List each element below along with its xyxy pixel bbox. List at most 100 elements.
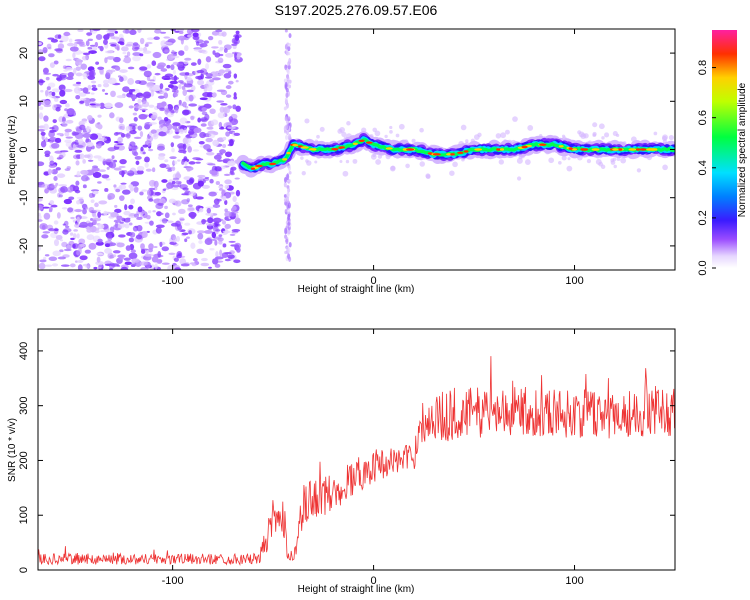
- spectrogram-noise-blob: [198, 141, 205, 145]
- spectrogram-noise-blob: [217, 237, 224, 242]
- spectrogram-noise-blob: [124, 55, 129, 58]
- spectrogram-noise-blob: [179, 128, 185, 135]
- spectrogram-noise-blob: [225, 94, 232, 98]
- spectrogram-noise-blob: [227, 254, 235, 259]
- spectrogram-noise-blob: [51, 263, 59, 267]
- spectrogram-hot-spot: [450, 153, 455, 156]
- spectrogram-y-axis-label: Frequency (Hz): [7, 116, 18, 185]
- spectrogram-noise-blob: [92, 209, 102, 212]
- spectrogram-noise-blob: [94, 202, 99, 208]
- spectrogram-faint-dot: [372, 127, 378, 133]
- spectrogram-noise-blob: [171, 89, 177, 93]
- spectrogram-noise-blob: [120, 223, 127, 227]
- spectrogram-noise-blob: [98, 169, 106, 172]
- spectrogram-noise-blob: [116, 46, 120, 51]
- spectrogram-noise-blob: [200, 116, 208, 123]
- spectrogram-noise-blob: [76, 170, 81, 177]
- spectrogram-noise-blob: [287, 51, 291, 56]
- spectrogram-noise-blob: [119, 69, 128, 73]
- spectrogram-noise-blob: [174, 267, 182, 270]
- spectrogram-noise-blob: [225, 52, 234, 58]
- spectrogram-faint-dot: [473, 134, 480, 140]
- spectrogram-noise-blob: [159, 241, 163, 247]
- spectrogram-noise-blob: [116, 264, 121, 268]
- spectrogram-noise-blob: [118, 76, 124, 82]
- spectrogram-noise-blob: [51, 88, 60, 93]
- spectrogram-noise-blob: [225, 131, 230, 137]
- spectrogram-noise-blob: [201, 257, 208, 262]
- spectrogram-noise-blob: [89, 133, 99, 140]
- spectrogram-noise-blob: [186, 236, 190, 239]
- spectrogram-noise-blob: [113, 167, 122, 171]
- spectrogram-noise-blob: [53, 60, 59, 65]
- spectrogram-noise-blob: [142, 144, 149, 148]
- spectrogram-noise-blob: [233, 41, 238, 44]
- spectrogram-noise-blob: [114, 102, 124, 109]
- spectrogram-noise-blob: [197, 79, 205, 86]
- spectrogram-noise-blob: [51, 169, 58, 175]
- spectrogram-noise-blob: [77, 244, 83, 252]
- spectrogram-noise-blob: [42, 231, 51, 234]
- spectrogram-faint-dot: [384, 134, 388, 139]
- spectrogram-faint-dot: [304, 118, 310, 124]
- spectrogram-noise-blob: [47, 168, 52, 176]
- spectrogram-noise-blob: [157, 62, 167, 68]
- spectrogram-noise-blob: [110, 211, 119, 218]
- spectrogram-noise-blob: [112, 36, 120, 40]
- spectrogram-noise-blob: [49, 184, 58, 189]
- spectrogram-noise-blob: [178, 252, 182, 256]
- spectrogram-noise-blob: [136, 169, 144, 175]
- spectrogram-noise-blob: [43, 212, 51, 220]
- spectrogram-noise-blob: [44, 254, 50, 257]
- spectrogram-noise-blob: [79, 120, 87, 124]
- 1-xtick-label: 100: [565, 575, 583, 587]
- spectrogram-noise-blob: [208, 266, 212, 269]
- spectrogram-noise-blob: [66, 108, 75, 116]
- spectrogram-noise-blob: [79, 255, 88, 261]
- spectrogram-noise-blob: [205, 63, 210, 70]
- spectrogram-noise-blob: [161, 262, 170, 265]
- spectrogram-noise-blob: [184, 238, 188, 243]
- spectrogram-noise-blob: [224, 199, 228, 205]
- spectrogram-noise-blob: [197, 117, 202, 123]
- spectrogram-noise-blob: [188, 207, 195, 211]
- spectrogram-noise-blob: [97, 66, 105, 70]
- spectrogram-noise-blob: [87, 222, 94, 227]
- spectrogram-noise-blob: [79, 97, 87, 101]
- spectrogram-noise-blob: [61, 207, 68, 210]
- colorbar: 0.0 0.2 0.4 0.6 0.8 Normalized spectral ampl…: [697, 30, 748, 276]
- spectrogram-noise-blob: [129, 29, 137, 36]
- spectrogram-noise-blob: [231, 228, 241, 232]
- spectrogram-noise-blob: [283, 181, 287, 188]
- spectrogram-noise-blob: [189, 177, 195, 184]
- spectrogram-noise-blob: [61, 121, 69, 126]
- spectrogram-noise-blob: [114, 66, 121, 71]
- spectrogram-noise-blob: [226, 126, 236, 130]
- spectrogram-noise-blob: [62, 229, 69, 235]
- spectrogram-noise-blob: [200, 123, 207, 127]
- spectrogram-noise-blob: [218, 69, 226, 74]
- spectrogram-noise-blob: [79, 221, 89, 228]
- spectrogram-noise-blob: [232, 195, 237, 203]
- spectrogram-noise-blob: [205, 206, 214, 209]
- spectrogram-noise-blob: [287, 222, 291, 226]
- spectrogram-noise-blob: [200, 262, 210, 267]
- spectrogram-noise-blob: [75, 81, 82, 85]
- spectrogram-hot-spot: [639, 148, 647, 151]
- spectrogram-noise-blob: [166, 64, 171, 69]
- spectrogram-noise-blob: [76, 216, 80, 223]
- spectrogram-noise-blob: [287, 213, 291, 221]
- 0-xtick-label: 100: [565, 275, 583, 287]
- spectrogram-noise-blob: [80, 63, 88, 70]
- spectrogram-noise-blob: [64, 67, 73, 71]
- spectrogram-noise-blob: [38, 56, 46, 62]
- spectrogram-noise-blob: [67, 186, 74, 193]
- spectrogram-noise-blob: [114, 208, 122, 214]
- snr-series-line: [38, 356, 675, 566]
- spectrogram-noise-blob: [211, 46, 219, 49]
- spectrogram-noise-blob: [101, 174, 110, 179]
- spectrogram-noise-blob: [79, 153, 85, 160]
- spectrogram-noise-blob: [215, 73, 224, 76]
- spectrogram-faint-dot: [566, 165, 573, 172]
- spectrogram-noise-blob: [181, 232, 189, 236]
